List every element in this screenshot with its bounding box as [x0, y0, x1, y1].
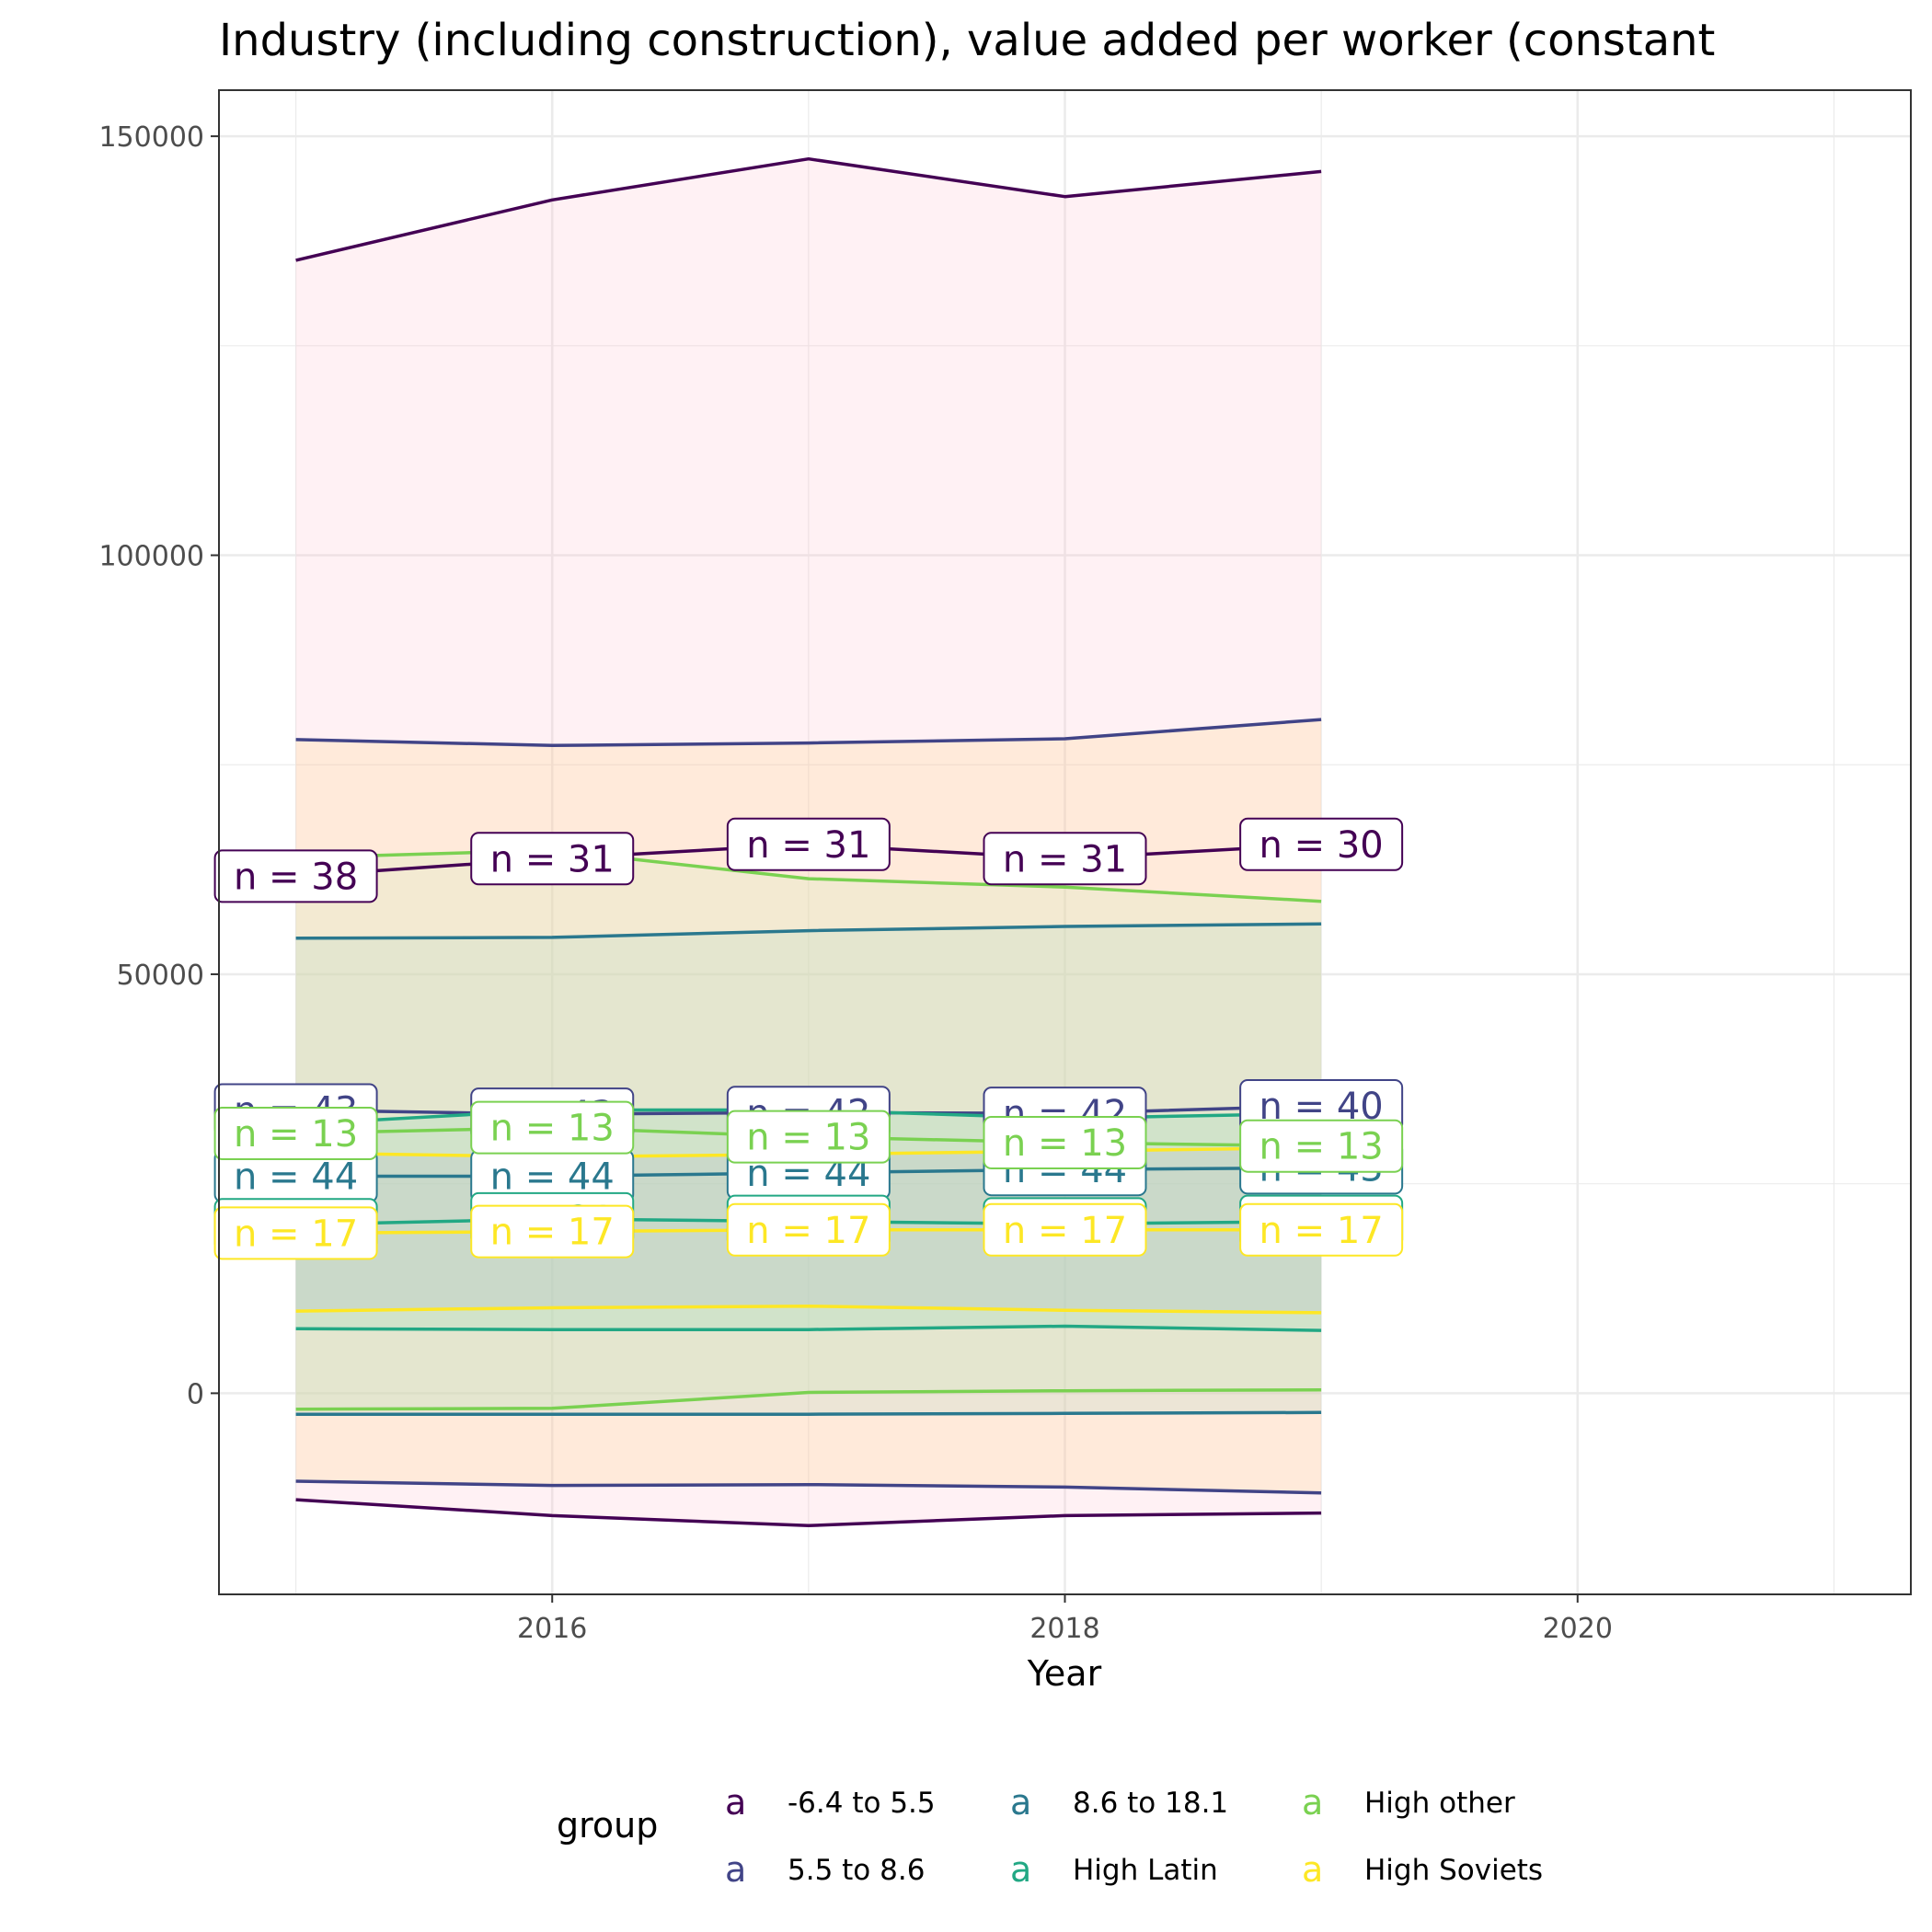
- data-label-text: n = 44: [234, 1156, 358, 1198]
- data-label-box: [983, 1202, 1147, 1257]
- data-label: n = 31: [983, 832, 1147, 886]
- data-label-text: n = 31: [746, 824, 870, 867]
- data-label: n = 17: [726, 1202, 891, 1257]
- data-label: n = 38: [213, 849, 378, 903]
- data-label-text: n = 30: [1259, 824, 1384, 867]
- legend-label: High Soviets: [1364, 1854, 1543, 1887]
- series-line-lower: [295, 1387, 1322, 1411]
- series-line-lower: [295, 1304, 1322, 1315]
- series-line-lower: [295, 1479, 1322, 1495]
- data-label-text: n = 31: [1003, 838, 1127, 880]
- axis-ticks: 0 50000 100000 150000 2016 2018 2020: [98, 121, 1612, 1645]
- legend-item: a High Latin: [1010, 1849, 1218, 1890]
- data-label: n = 44: [213, 1149, 378, 1203]
- legend-item: a 5.5 to 8.6: [725, 1849, 925, 1890]
- legend-key: a: [1010, 1782, 1031, 1823]
- data-label-box: [726, 817, 891, 871]
- data-label-text: n = 17: [234, 1213, 358, 1255]
- legend-item: a -6.4 to 5.5: [725, 1782, 936, 1823]
- legend-key: a: [1302, 1849, 1323, 1890]
- legend-item: a High other: [1302, 1782, 1515, 1823]
- data-label: n = 13: [726, 1110, 891, 1164]
- legend-item: a High Soviets: [1302, 1849, 1543, 1890]
- y-tick-label: 0: [187, 1378, 204, 1410]
- data-label: n = 13: [983, 1116, 1147, 1170]
- data-label: n = 13: [470, 1100, 635, 1155]
- legend-item: a 8.6 to 18.1: [1010, 1782, 1228, 1823]
- data-label-text: n = 17: [746, 1210, 870, 1252]
- data-label: n = 30: [1239, 817, 1404, 871]
- legend-key: a: [1302, 1782, 1323, 1823]
- series-lines: [295, 156, 1322, 1528]
- data-label-text: n = 38: [234, 856, 358, 898]
- legend-label: High other: [1364, 1787, 1515, 1820]
- x-axis-title: Year: [1027, 1653, 1102, 1694]
- data-label-box: [470, 1100, 635, 1155]
- data-label: n = 17: [1239, 1202, 1404, 1257]
- data-label-box: [213, 1107, 378, 1161]
- data-label: n = 44: [470, 1149, 635, 1203]
- data-label: n = 17: [213, 1206, 378, 1260]
- data-labels: n = 38n = 31n = 31n = 31n = 30n = 43n = …: [213, 817, 1404, 1260]
- data-label-text: n = 13: [234, 1113, 358, 1156]
- data-label-text: n = 13: [746, 1117, 870, 1159]
- x-tick-label: 2020: [1543, 1613, 1613, 1645]
- legend-label: -6.4 to 5.5: [788, 1787, 936, 1820]
- x-tick-label: 2016: [517, 1613, 587, 1645]
- data-label: n = 17: [470, 1204, 635, 1259]
- y-tick-label: 100000: [98, 541, 204, 573]
- series-line-lower: [295, 1498, 1322, 1528]
- data-label-box: [1239, 817, 1404, 871]
- legend-title: group: [557, 1805, 658, 1846]
- data-label-box: [470, 832, 635, 886]
- data-label-box: [983, 832, 1147, 886]
- series-line-upper: [295, 848, 1322, 903]
- data-label-text: n = 17: [1003, 1210, 1127, 1252]
- chart-title: Industry (including construction), value…: [219, 15, 1715, 66]
- data-label-box: [1239, 1202, 1404, 1257]
- series-line-upper: [295, 718, 1322, 748]
- data-label-text: n = 17: [1259, 1210, 1384, 1252]
- legend-key: a: [1010, 1849, 1031, 1890]
- data-label-box: [470, 1204, 635, 1259]
- data-label: n = 31: [470, 832, 635, 886]
- data-label: n = 13: [1239, 1119, 1404, 1173]
- data-label-text: n = 13: [490, 1108, 615, 1150]
- data-label-text: n = 44: [490, 1156, 615, 1198]
- legend-label: 5.5 to 8.6: [788, 1854, 925, 1887]
- legend-key: a: [725, 1782, 746, 1823]
- legend-label: 8.6 to 18.1: [1073, 1787, 1228, 1820]
- data-label-text: n = 13: [1259, 1126, 1384, 1168]
- series-line-lower: [295, 1324, 1322, 1332]
- series-line-upper: [295, 922, 1322, 940]
- data-label-box: [213, 1206, 378, 1260]
- data-label: n = 13: [213, 1107, 378, 1161]
- series-line-upper: [295, 156, 1322, 262]
- data-label-box: [983, 1116, 1147, 1170]
- data-label: n = 17: [983, 1202, 1147, 1257]
- data-label: n = 31: [726, 817, 891, 871]
- y-tick-label: 150000: [98, 121, 204, 154]
- data-label-box: [726, 1110, 891, 1164]
- y-tick-label: 50000: [117, 960, 204, 992]
- x-tick-label: 2018: [1029, 1613, 1099, 1645]
- legend: group a -6.4 to 5.5 a 5.5 to 8.6 a 8.6 to 18.…: [557, 1782, 1543, 1890]
- legend-label: High Latin: [1073, 1854, 1218, 1887]
- data-label-box: [1239, 1119, 1404, 1173]
- data-label-text: n = 17: [490, 1212, 615, 1254]
- series-line-lower: [295, 1410, 1322, 1416]
- data-label-text: n = 31: [490, 838, 615, 880]
- legend-key: a: [725, 1849, 746, 1890]
- data-label-box: [213, 849, 378, 903]
- data-label-box: [726, 1202, 891, 1257]
- data-label-text: n = 13: [1003, 1122, 1127, 1165]
